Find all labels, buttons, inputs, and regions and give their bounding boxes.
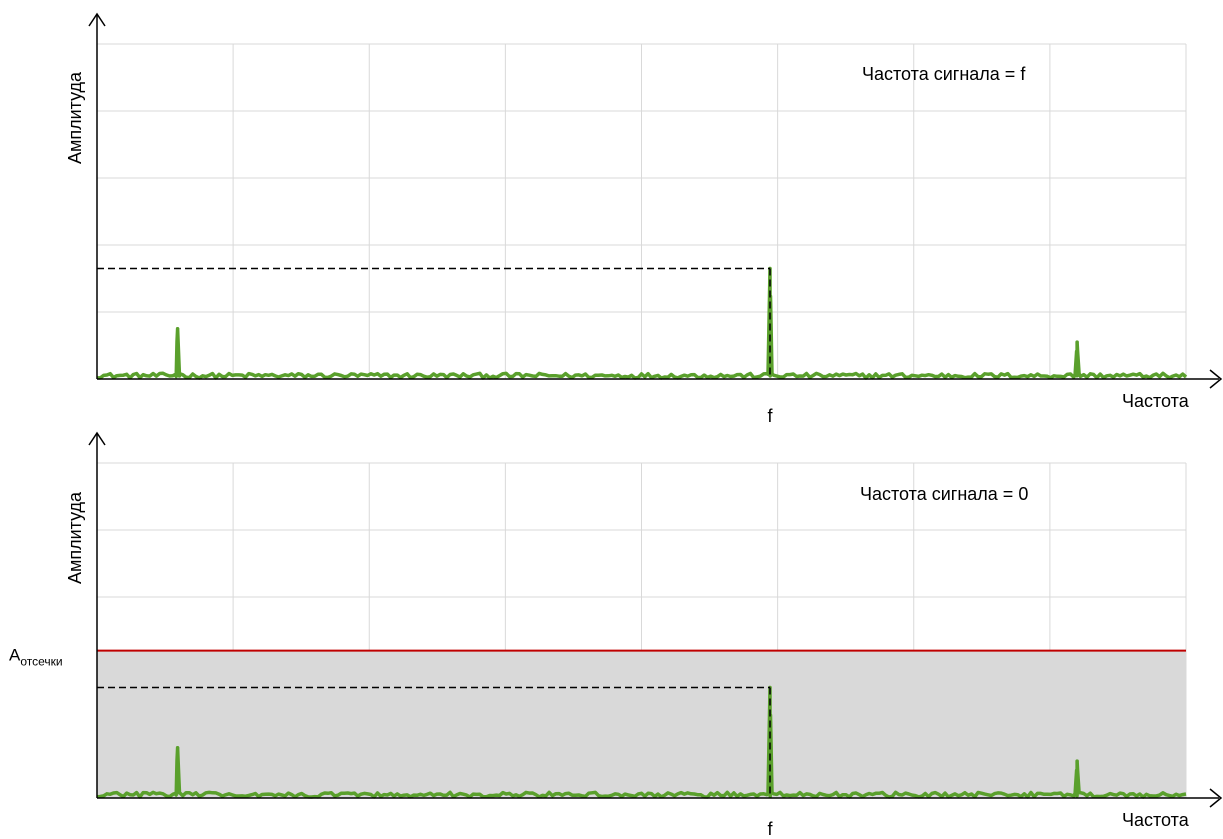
- y-axis-arrow: [88, 12, 106, 27]
- top-spectrum-chart: Частота сигнала = f Частота Амплитуда f: [65, 12, 1223, 426]
- spectrum-line: [97, 266, 1188, 380]
- spectrum-line: [96, 685, 1187, 799]
- signal-frequency-annotation: Частота сигнала = 0: [860, 484, 1028, 504]
- y-axis-label: Амплитуда: [65, 491, 85, 584]
- peak-point: [1075, 340, 1079, 344]
- x-axis-arrow: [1209, 369, 1223, 389]
- y-axis-arrow: [88, 431, 106, 446]
- y-axis-label: Амплитуда: [65, 71, 85, 164]
- peak-point: [175, 746, 180, 750]
- x-tick-label: f: [767, 406, 773, 426]
- bottom-spectrum-chart: Aотсечки Частота сигнала = 0 Частота Амплит…: [9, 431, 1223, 839]
- threshold-label: Aотсечки: [9, 646, 63, 669]
- x-axis-arrow: [1209, 788, 1223, 808]
- signal-frequency-annotation: Частота сигнала = f: [862, 64, 1026, 84]
- x-tick-label: f: [767, 819, 773, 839]
- x-axis-label: Частота: [1122, 391, 1190, 411]
- x-axis-label: Частота: [1122, 810, 1190, 830]
- threshold-label-sub: отсечки: [20, 655, 62, 669]
- peak-point: [175, 327, 180, 331]
- threshold-label-main: A: [9, 646, 21, 665]
- peak-point: [1075, 759, 1079, 763]
